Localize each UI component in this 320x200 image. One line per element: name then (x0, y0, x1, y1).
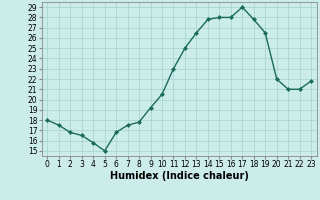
X-axis label: Humidex (Indice chaleur): Humidex (Indice chaleur) (110, 171, 249, 181)
